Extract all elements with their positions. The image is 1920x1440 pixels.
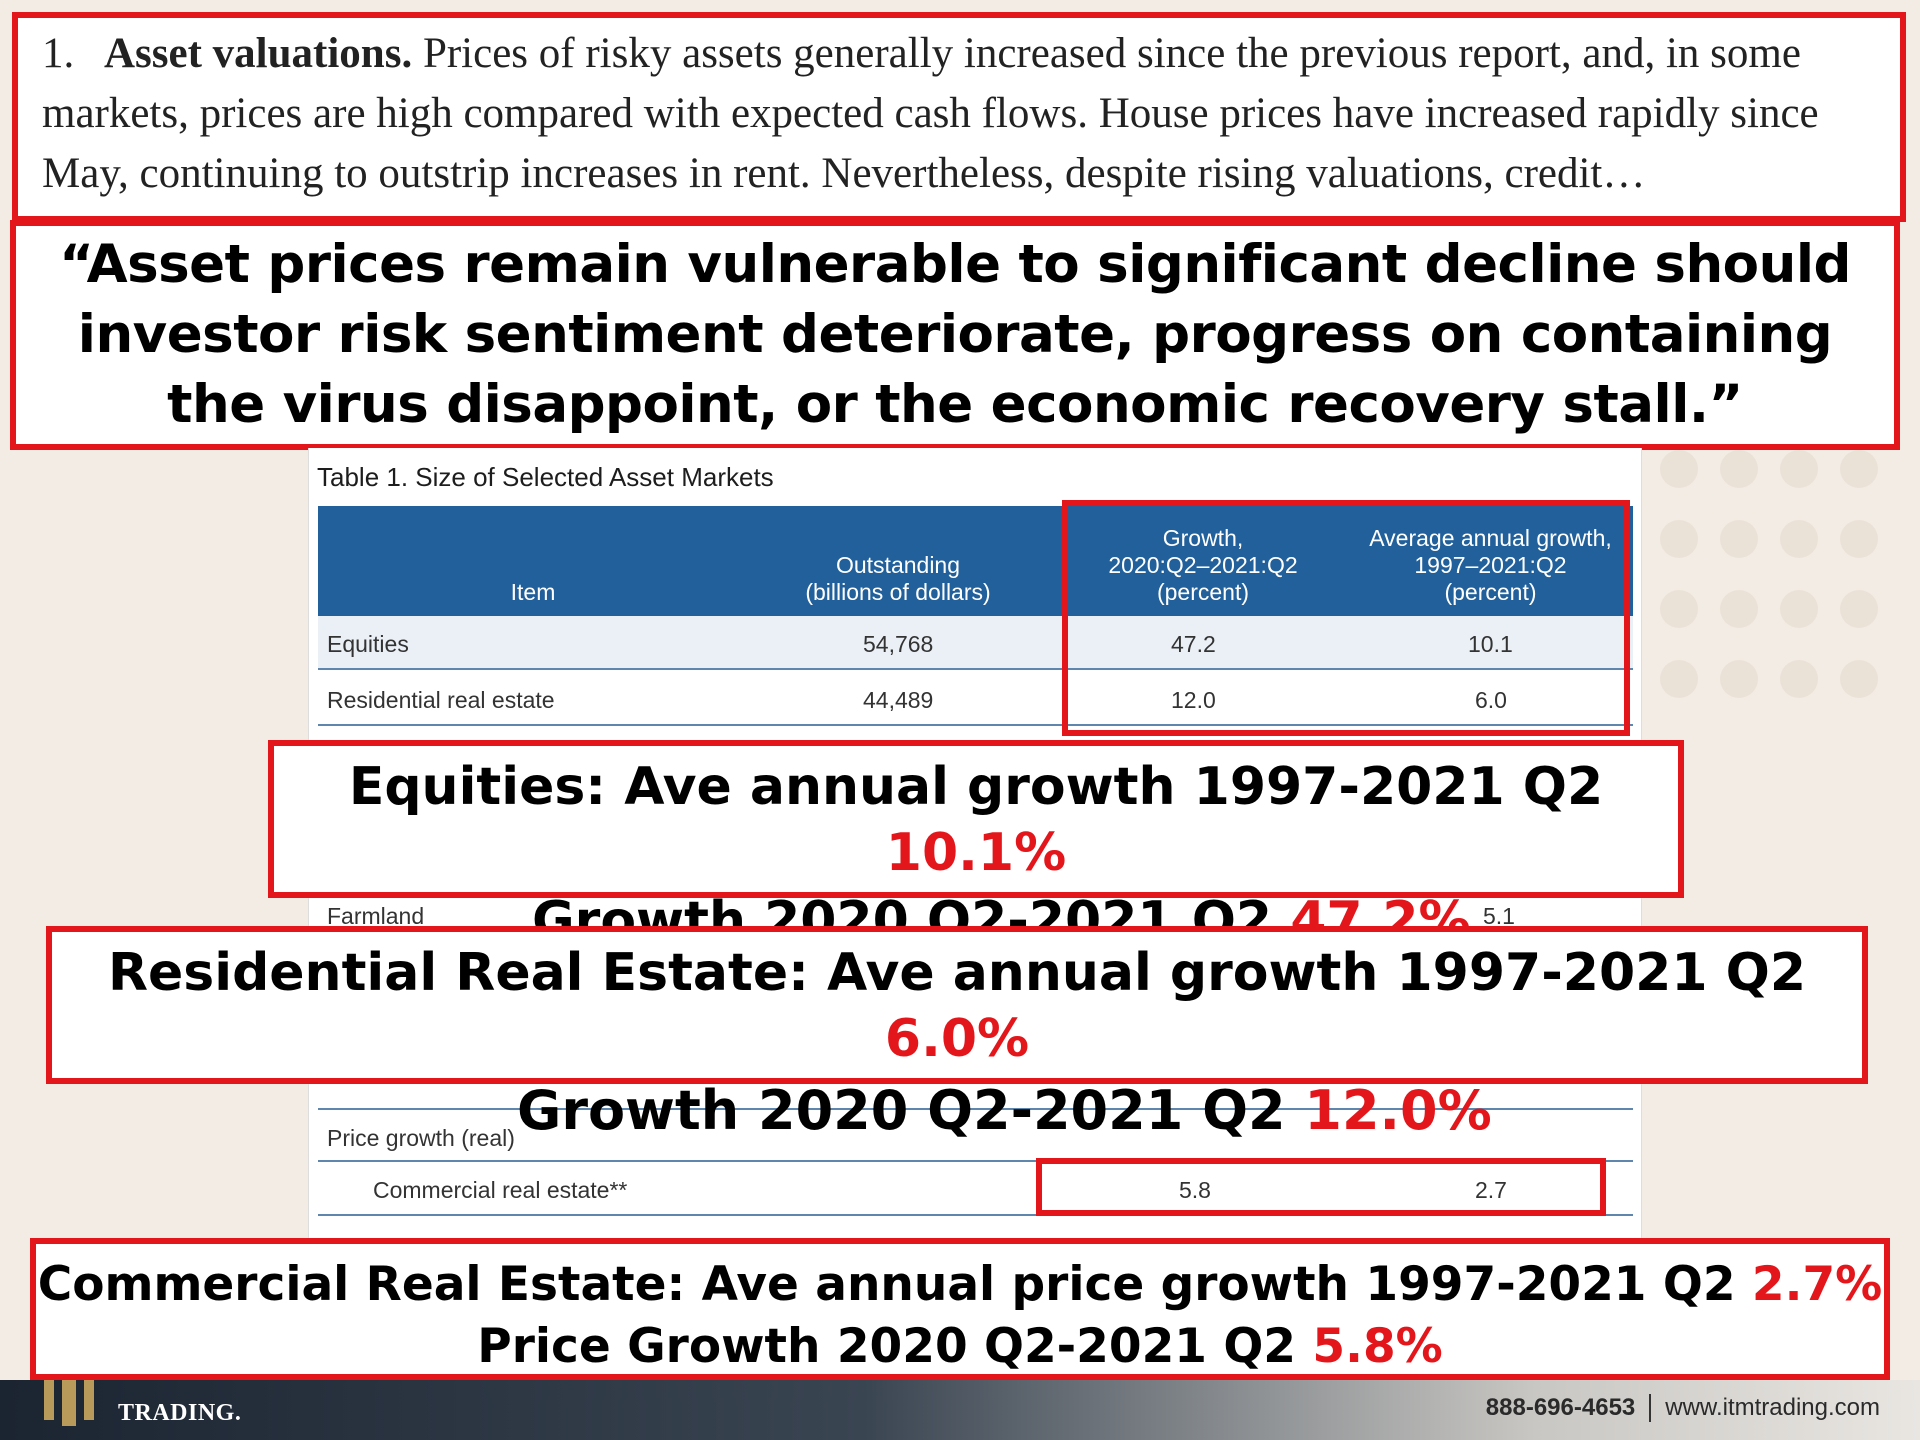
logo-text: TRADING. xyxy=(118,1400,242,1426)
header-outstanding: Outstanding (billions of dollars) xyxy=(805,552,991,605)
cell-avg-growth: 5.1 xyxy=(1483,903,1515,929)
commercial-line1-text: Commercial Real Estate: Ave annual price… xyxy=(37,1257,1736,1312)
cell-item: Equities xyxy=(327,631,409,657)
itm-logo-icon xyxy=(44,1380,94,1426)
excerpt-heading: Asset valuations. xyxy=(104,30,413,77)
commercial-value1: 2.7% xyxy=(1751,1257,1883,1312)
residential-value2: 12.0% xyxy=(1304,1079,1492,1142)
table-row: Equities 54,768 47.2 10.1 xyxy=(318,616,1633,670)
commercial-callout: Commercial Real Estate: Ave annual price… xyxy=(30,1238,1890,1380)
table-header: Item Outstanding (billions of dollars) G… xyxy=(318,506,1633,616)
residential-callout: Residential Real Estate: Ave annual grow… xyxy=(46,926,1868,1084)
cell-item: Farmland xyxy=(327,903,425,929)
quote-box: “Asset prices remain vulnerable to signi… xyxy=(10,220,1900,450)
quote-text: “Asset prices remain vulnerable to signi… xyxy=(59,234,1851,435)
table-title: Table 1. Size of Selected Asset Markets xyxy=(317,462,774,492)
cell-avg-growth: 10.1 xyxy=(1468,631,1513,657)
cell-section-label: Price growth (real) xyxy=(327,1125,515,1151)
website-link[interactable]: www.itmtrading.com xyxy=(1665,1394,1880,1421)
residential-line2-text: Growth 2020 Q2-2021 Q2 xyxy=(517,1079,1286,1142)
commercial-line2: Price Growth 2020 Q2-2021 Q2 5.8% xyxy=(36,1316,1884,1378)
residential-line2: Growth 2020 Q2-2021 Q2 12.0% xyxy=(517,1078,1492,1144)
header-growth: Growth, 2020:Q2–2021:Q2 (percent) xyxy=(1108,525,1298,605)
excerpt-number: 1. xyxy=(42,30,75,77)
cell-growth: 47.2 xyxy=(1171,631,1216,657)
table-row: Farmland 5.1 xyxy=(318,888,1633,942)
header-avg-growth: Average annual growth, 1997–2021:Q2 (per… xyxy=(1369,525,1612,605)
equities-value1: 10.1% xyxy=(885,823,1067,883)
phone-number[interactable]: 888-696-4653 xyxy=(1485,1394,1636,1421)
cell-avg-growth: 6.0 xyxy=(1475,687,1507,713)
cell-item: Residential real estate xyxy=(327,687,555,713)
residential-line1: Residential Real Estate: Ave annual grow… xyxy=(107,943,1807,1003)
divider xyxy=(1649,1394,1652,1422)
table-row: Price growth (real) xyxy=(318,1108,1633,1162)
header-item: Item xyxy=(510,579,556,605)
commercial-value2: 5.8% xyxy=(1312,1319,1443,1374)
decorative-pattern xyxy=(1650,440,1920,740)
excerpt-text: Prices of risky assets generally increas… xyxy=(42,30,1819,197)
footer: TRADING. 888-696-4653 www.itmtrading.com xyxy=(0,1380,1920,1440)
cell-growth: 12.0 xyxy=(1171,687,1216,713)
cell-item: Commercial real estate** xyxy=(373,1177,628,1203)
cell-outstanding: 54,768 xyxy=(863,631,934,657)
highlight-commercial-row xyxy=(1036,1158,1606,1216)
cell-growth: 5.8 xyxy=(1179,1177,1211,1203)
equities-callout: Equities: Ave annual growth 1997-2021 Q2… xyxy=(268,740,1684,898)
table-row: Residential real estate 44,489 12.0 6.0 xyxy=(318,672,1633,726)
footer-contact: 888-696-4653 www.itmtrading.com xyxy=(1486,1394,1880,1422)
equities-line1: Equities: Ave annual growth 1997-2021 Q2 xyxy=(348,757,1604,817)
residential-value1: 6.0% xyxy=(884,1009,1030,1069)
document-excerpt: 1. Asset valuations. Prices of risky asse… xyxy=(12,12,1906,222)
table-row: Commercial real estate** 5.8 2.7 xyxy=(318,1162,1633,1216)
cell-outstanding: 44,489 xyxy=(863,687,934,713)
highlight-growth-columns xyxy=(1062,500,1630,736)
commercial-line2-text: Price Growth 2020 Q2-2021 Q2 xyxy=(477,1319,1297,1374)
cell-avg-growth: 2.7 xyxy=(1475,1177,1507,1203)
commercial-line1: Commercial Real Estate: Ave annual price… xyxy=(36,1254,1884,1316)
